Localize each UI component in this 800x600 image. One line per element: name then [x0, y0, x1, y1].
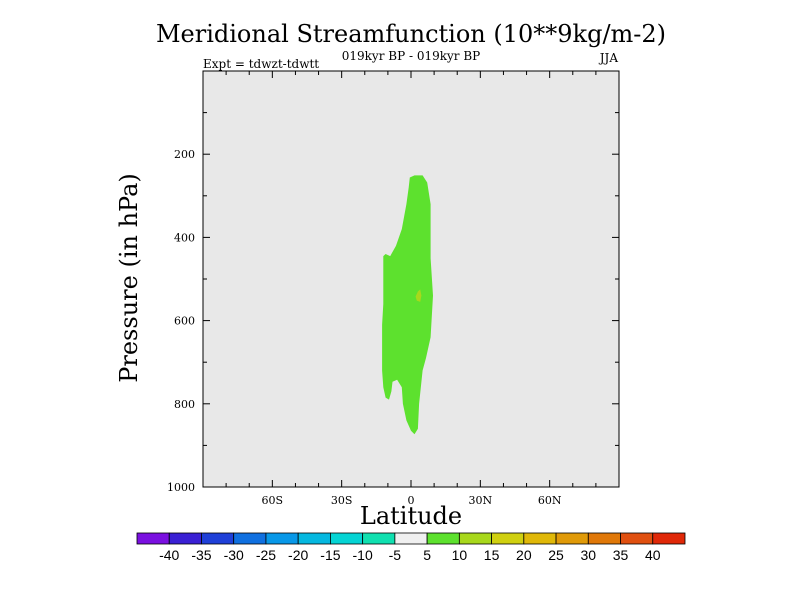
y-axis-label: Pressure (in hPa)	[115, 173, 143, 383]
x-axis-label: Latitude	[360, 502, 462, 530]
colorbar: -40 -35 -30 -25 -20 -15 -10 -5 5 10 15 20 25 30 35 40	[136, 532, 686, 563]
colorbar-swatch	[620, 532, 654, 545]
contour-region-1	[415, 289, 422, 302]
colorbar-label: 35	[613, 547, 629, 563]
colorbar-swatch	[491, 532, 525, 545]
colorbar-swatch	[426, 532, 460, 545]
colorbar-label: -10	[353, 547, 373, 563]
colorbar-swatch	[587, 532, 621, 545]
subtitle-center: 019kyr BP - 019kyr BP	[342, 49, 480, 63]
colorbar-swatch	[394, 532, 428, 545]
colorbar-swatch	[233, 532, 267, 545]
colorbar-swatch	[652, 532, 686, 545]
colorbar-label: -35	[191, 547, 211, 563]
colorbar-label: -25	[256, 547, 276, 563]
subtitle-left: Expt = tdwzt-tdwtt	[203, 57, 319, 71]
colorbar-label: 5	[423, 547, 431, 563]
colorbar-swatch	[136, 532, 170, 545]
y-tick-label: 600	[174, 315, 195, 328]
axis-ticks: 60S 30S 0 30N 60N 200 400 600 800 1000	[167, 71, 619, 507]
subtitle-right: JJA	[598, 51, 619, 65]
colorbar-swatch	[168, 532, 202, 545]
colorbar-label: 20	[516, 547, 532, 563]
colorbar-label: 15	[484, 547, 500, 563]
y-tick-label: 1000	[167, 481, 195, 494]
colorbar-swatch	[201, 532, 235, 545]
colorbar-swatch	[362, 532, 396, 545]
contour-region-0	[382, 175, 433, 435]
colorbar-label: 25	[548, 547, 564, 563]
colorbar-label: 30	[581, 547, 597, 563]
colorbar-swatch	[458, 532, 492, 545]
colorbar-label: -15	[320, 547, 340, 563]
y-tick-label: 800	[174, 398, 195, 411]
contour-regions	[382, 175, 433, 435]
y-tick-label: 200	[174, 148, 195, 161]
colorbar-swatch	[555, 532, 589, 545]
x-tick-label: 0	[408, 494, 415, 507]
colorbar-label: -30	[224, 547, 244, 563]
colorbar-label: -5	[389, 547, 402, 563]
colorbar-swatch	[330, 532, 364, 545]
colorbar-label: -20	[288, 547, 308, 563]
colorbar-swatch	[523, 532, 557, 545]
colorbar-label: 10	[452, 547, 468, 563]
x-tick-label: 60S	[262, 494, 284, 507]
colorbar-label: -40	[159, 547, 179, 563]
colorbar-label: 40	[645, 547, 661, 563]
colorbar-swatch	[265, 532, 299, 545]
chart-title: Meridional Streamfunction (10**9kg/m-2)	[156, 20, 666, 48]
y-tick-label: 400	[174, 231, 195, 244]
colorbar-swatch	[297, 532, 331, 545]
x-tick-label: 60N	[538, 494, 562, 507]
x-tick-label: 30N	[469, 494, 493, 507]
x-tick-label: 30S	[331, 494, 353, 507]
